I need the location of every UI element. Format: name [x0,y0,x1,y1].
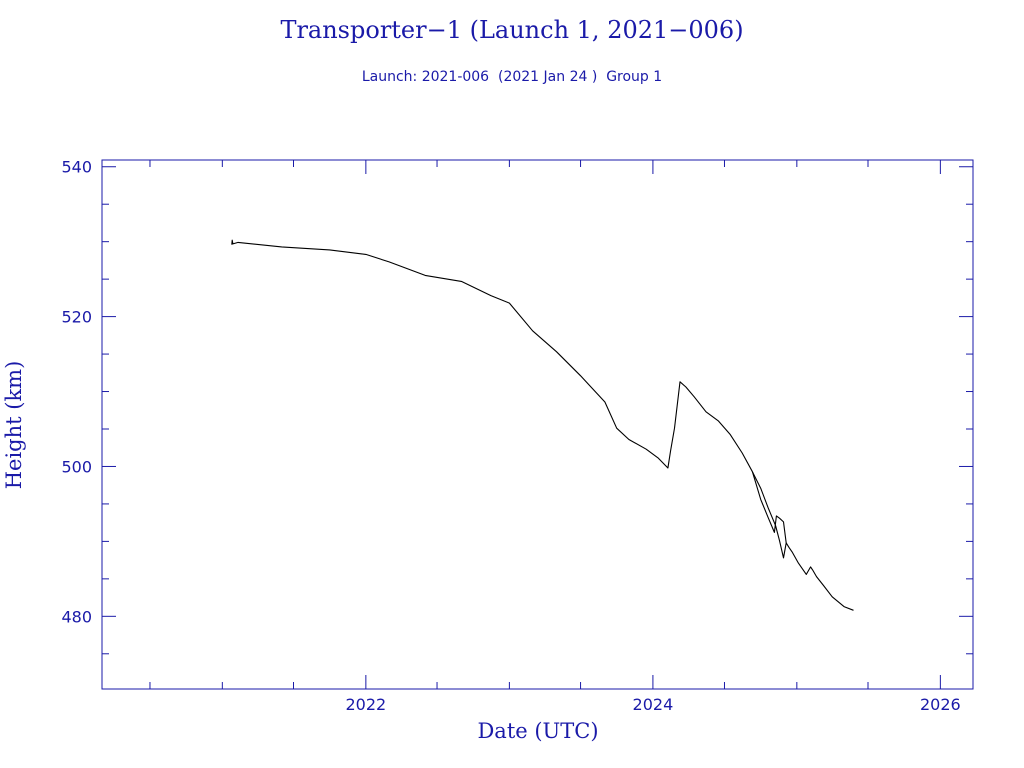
y-tick-label: 500 [61,457,92,476]
series-group [231,239,854,611]
axis-tick-labels: 2022 2024 2026 480 500 520 540 [61,158,960,714]
y-tick-label: 520 [61,308,92,327]
x-axis-label: Date (UTC) [477,719,598,743]
y-tick-label: 480 [61,607,92,626]
x-tick-label: 2022 [345,695,386,714]
y-axis-label: Height (km) [2,361,26,490]
axis-ticks [102,160,973,689]
series-line-2 [751,471,787,543]
y-tick-label: 540 [61,158,92,177]
series-line-1 [231,239,854,611]
x-tick-label: 2026 [920,695,961,714]
x-tick-label: 2024 [633,695,674,714]
plot-frame [101,159,974,690]
chart-title: Transporter−1 (Launch 1, 2021−006) [280,16,743,44]
chart-subtitle: Launch: 2021-006 (2021 Jan 24 ) Group 1 [362,69,662,85]
